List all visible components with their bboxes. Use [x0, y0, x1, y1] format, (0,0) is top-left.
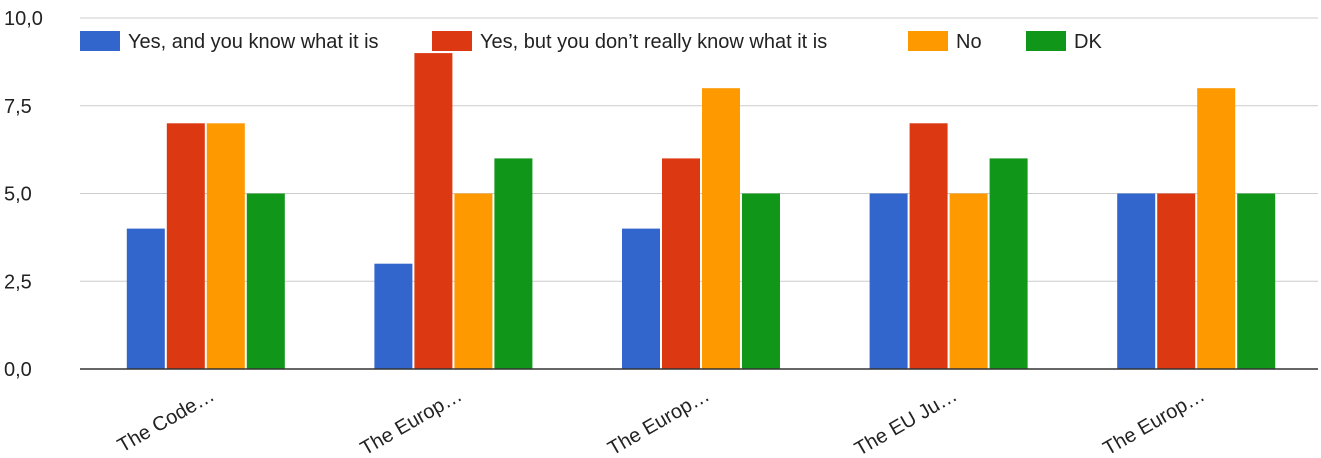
bar[interactable] — [1197, 88, 1236, 369]
bars — [126, 53, 1276, 370]
bar[interactable] — [742, 193, 780, 370]
x-tick-label: The Europ… — [1100, 384, 1209, 458]
bar[interactable] — [869, 193, 908, 370]
y-tick-label: 10,0 — [4, 8, 43, 30]
bar[interactable] — [949, 193, 988, 370]
y-axis-ticks: 0,0 2,5 5,0 7,5 10,0 — [4, 8, 43, 381]
y-tick-label: 7,5 — [4, 96, 32, 118]
bar[interactable] — [989, 158, 1028, 369]
legend-swatch — [908, 31, 948, 51]
bar[interactable] — [662, 158, 700, 369]
legend-label: DK — [1074, 31, 1102, 53]
bar[interactable] — [414, 53, 453, 369]
bar[interactable] — [166, 123, 205, 369]
bar[interactable] — [702, 88, 740, 369]
bar[interactable] — [126, 228, 165, 369]
bar[interactable] — [622, 228, 660, 369]
bar[interactable] — [1117, 193, 1156, 370]
x-tick-label: The Code… — [114, 384, 218, 457]
y-tick-label: 5,0 — [4, 184, 32, 206]
bar[interactable] — [1157, 193, 1196, 370]
y-tick-label: 0,0 — [4, 359, 32, 381]
legend[interactable]: Yes, and you know what it is Yes, but you… — [80, 31, 1102, 53]
bar[interactable] — [454, 193, 493, 370]
bar[interactable] — [246, 193, 285, 370]
legend-swatch — [80, 31, 120, 51]
x-tick-label: The Europ… — [604, 384, 713, 458]
legend-label: Yes, but you don’t really know what it i… — [480, 31, 827, 53]
bar[interactable] — [206, 123, 245, 369]
x-tick-label: The Europ… — [357, 384, 466, 458]
legend-swatch — [432, 31, 472, 51]
bar[interactable] — [374, 263, 413, 369]
legend-swatch — [1026, 31, 1066, 51]
bar[interactable] — [909, 123, 948, 369]
bar[interactable] — [494, 158, 533, 369]
x-tick-label: The EU Ju… — [851, 384, 961, 458]
x-axis-labels: The Code… The Europ… The Europ… The EU Ju… T… — [114, 384, 1209, 458]
bar[interactable] — [1237, 193, 1276, 370]
legend-label: Yes, and you know what it is — [128, 31, 379, 53]
legend-label: No — [956, 31, 982, 53]
y-tick-label: 2,5 — [4, 271, 32, 293]
